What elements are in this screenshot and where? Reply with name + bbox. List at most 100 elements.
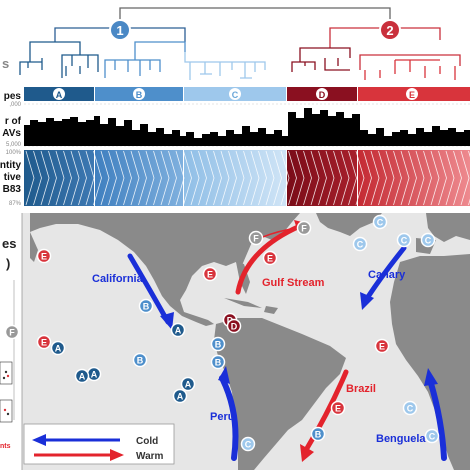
- chevron-line: [303, 150, 312, 206]
- chevron-line: [190, 150, 200, 206]
- group-label-d: D: [316, 88, 328, 100]
- legend-warm-label: Warm: [136, 451, 164, 462]
- row-label-identity-1: ntity: [0, 160, 21, 171]
- north-america: [30, 213, 300, 326]
- marker-c: C: [396, 232, 412, 248]
- africa: [390, 254, 470, 470]
- svg-text:C: C: [429, 432, 436, 442]
- peru-current-arrow: [218, 366, 239, 461]
- legend-partial-label: nts: [0, 443, 11, 450]
- map: es ) nts: [0, 213, 470, 470]
- chevron-line: [175, 150, 185, 206]
- marker-c: C: [424, 428, 440, 444]
- marker-e: E: [36, 334, 52, 350]
- chevron-line: [85, 150, 95, 206]
- marker-a: A: [50, 340, 66, 356]
- marker-b: B: [210, 354, 226, 370]
- svg-text:C: C: [357, 240, 364, 250]
- row-label-types: pes: [4, 91, 22, 102]
- svg-text:B: B: [136, 90, 143, 100]
- marker-b: B: [138, 298, 154, 314]
- svg-text:F: F: [301, 224, 307, 234]
- chevron-line: [160, 150, 170, 206]
- count-axis-mid: 5,000: [6, 142, 22, 148]
- current-label-benguela: Benguela: [376, 433, 426, 445]
- marker-a: A: [74, 368, 90, 384]
- marker-e: E: [374, 338, 390, 354]
- svg-text:B: B: [315, 430, 322, 440]
- chevron-line: [145, 150, 155, 206]
- chevron-line: [123, 150, 132, 206]
- svg-text:E: E: [335, 404, 341, 414]
- identity-band-e: [358, 150, 470, 206]
- chevron-line: [198, 150, 207, 206]
- dendrogram-side-label: s: [2, 56, 9, 71]
- chevron-line: [100, 150, 110, 206]
- chevron-line: [363, 150, 372, 206]
- chevron-line: [370, 150, 380, 206]
- svg-text:E: E: [207, 270, 213, 280]
- marker-c: C: [240, 436, 256, 452]
- group-label-e: E: [406, 88, 418, 100]
- svg-text:A: A: [185, 380, 192, 390]
- chevron-line: [153, 150, 162, 206]
- chevron-line: [385, 150, 395, 206]
- svg-text:A: A: [55, 344, 62, 354]
- current-label-brazil: Brazil: [346, 383, 376, 395]
- chevron-line: [55, 150, 65, 206]
- marker-a: A: [180, 376, 196, 392]
- svg-text:B: B: [215, 340, 222, 350]
- current-label-california: California: [92, 273, 144, 285]
- current-label-peru: Peru: [210, 411, 234, 423]
- chevron-line: [220, 150, 230, 206]
- marker-b: B: [210, 336, 226, 352]
- group-header-bar: A B C D E: [24, 87, 470, 101]
- svg-text:C: C: [377, 218, 384, 228]
- identity-band-a: [24, 150, 94, 206]
- svg-text:A: A: [79, 372, 86, 382]
- chevron-line: [438, 150, 447, 206]
- row-label-identity-3: B83: [3, 184, 22, 195]
- chevron-line: [460, 150, 470, 206]
- group-label-c: C: [229, 88, 241, 100]
- group-label-a: A: [53, 88, 65, 100]
- hispaniola: [264, 306, 278, 314]
- current-label-canary: Canary: [368, 269, 406, 281]
- marker-c: C: [402, 400, 418, 416]
- chevron-line: [393, 150, 402, 206]
- chevron-line: [115, 150, 125, 206]
- svg-text:F: F: [9, 328, 15, 338]
- identity-axis-top: 100%: [6, 150, 22, 156]
- cold-arrow-head: [32, 434, 46, 446]
- identity-axis-bottom: 87%: [9, 201, 22, 207]
- chevron-lines: [25, 150, 470, 206]
- marker-a: A: [172, 388, 188, 404]
- map-side-label-1: es: [2, 236, 16, 251]
- svg-text:E: E: [41, 338, 47, 348]
- greenland: [316, 213, 382, 236]
- count-histogram: [24, 103, 470, 147]
- europe: [426, 213, 470, 242]
- row-label-count-1: r of: [5, 116, 22, 127]
- count-axis-top: ,000: [9, 102, 21, 108]
- svg-text:C: C: [232, 90, 239, 100]
- chevron-line: [318, 150, 327, 206]
- svg-text:B: B: [143, 302, 150, 312]
- chevron-line: [48, 150, 57, 206]
- alaska-coast: [30, 232, 38, 262]
- group-label-b: B: [133, 88, 145, 100]
- chevron-line: [288, 150, 297, 206]
- chevron-line: [205, 150, 215, 206]
- marker-b: B: [310, 426, 326, 442]
- marker-a: A: [86, 366, 102, 382]
- chevron-line: [33, 150, 42, 206]
- chevron-line: [273, 150, 282, 206]
- benguela-current-arrow: [424, 368, 447, 461]
- marker-a: A: [170, 322, 186, 338]
- chevron-line: [355, 150, 365, 206]
- svg-text:E: E: [41, 252, 47, 262]
- row-label-count-2: AVs: [2, 128, 21, 139]
- clade-1-badge: 1: [109, 19, 131, 41]
- marker-b: B: [132, 352, 148, 368]
- svg-text:C: C: [401, 236, 408, 246]
